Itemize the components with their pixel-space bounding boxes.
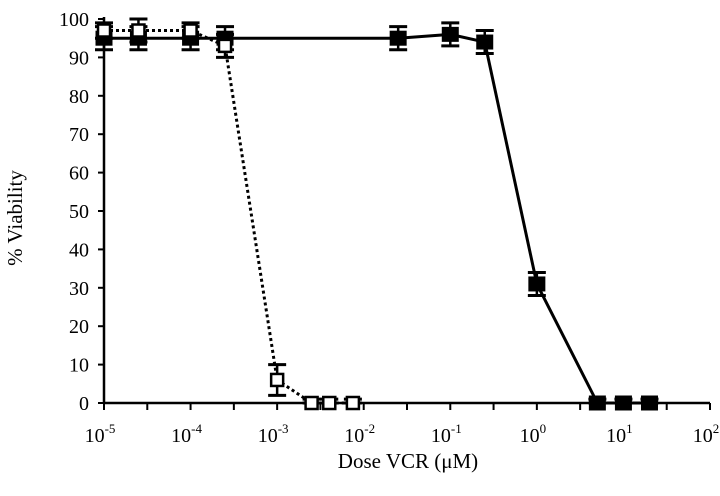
series-2 xyxy=(95,17,362,411)
data-point xyxy=(528,276,546,292)
axes: 0 10 20 30 40 50 60 70 80 90 100 10-5 10-4 10-3 10-2 10… xyxy=(59,9,719,447)
data-point xyxy=(183,23,198,38)
x-tick-label: 10-2 xyxy=(344,421,375,447)
data-point xyxy=(389,30,407,46)
series-1 xyxy=(95,21,659,411)
data-point xyxy=(131,23,146,38)
data-point xyxy=(345,395,361,411)
x-tick-label: 10-3 xyxy=(258,421,289,447)
x-tick-label: 101 xyxy=(606,421,633,447)
data-point xyxy=(217,38,233,54)
y-tick-label: 40 xyxy=(69,239,89,261)
series-layer xyxy=(95,17,659,411)
x-axis-label: Dose VCR (μM) xyxy=(338,449,478,473)
x-tick-label: 10-1 xyxy=(431,421,462,447)
data-point xyxy=(588,395,606,411)
x-tick-label: 10-5 xyxy=(85,421,116,447)
y-tick-label: 0 xyxy=(79,393,89,415)
y-tick-label: 30 xyxy=(69,278,89,300)
y-tick-label: 70 xyxy=(69,124,89,146)
data-point xyxy=(476,34,494,50)
data-point xyxy=(304,395,319,411)
y-tick-label: 10 xyxy=(69,355,89,377)
x-tick-label: 10-4 xyxy=(171,421,202,447)
data-point xyxy=(441,26,459,42)
data-point xyxy=(640,395,658,411)
x-tick-label: 102 xyxy=(693,421,720,447)
y-tick-label: 90 xyxy=(69,47,89,69)
y-tick-label: 60 xyxy=(69,163,89,185)
y-tick-label: 80 xyxy=(69,86,89,108)
data-point xyxy=(96,23,112,38)
data-point xyxy=(322,395,337,411)
data-point xyxy=(614,395,632,411)
x-tick-label: 100 xyxy=(520,421,547,447)
y-tick-label: 20 xyxy=(69,316,89,338)
y-tick-label: 50 xyxy=(69,201,89,223)
series-2-line xyxy=(104,29,353,405)
series-1-line xyxy=(104,32,650,405)
y-axis-label: % Viability xyxy=(3,170,27,266)
data-point xyxy=(269,372,285,388)
y-tick-label: 100 xyxy=(59,9,89,31)
